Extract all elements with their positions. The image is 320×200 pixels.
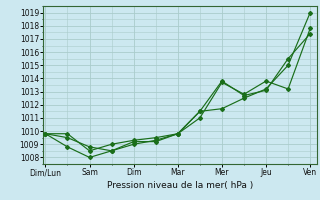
X-axis label: Pression niveau de la mer( hPa ): Pression niveau de la mer( hPa ) [107,181,253,190]
